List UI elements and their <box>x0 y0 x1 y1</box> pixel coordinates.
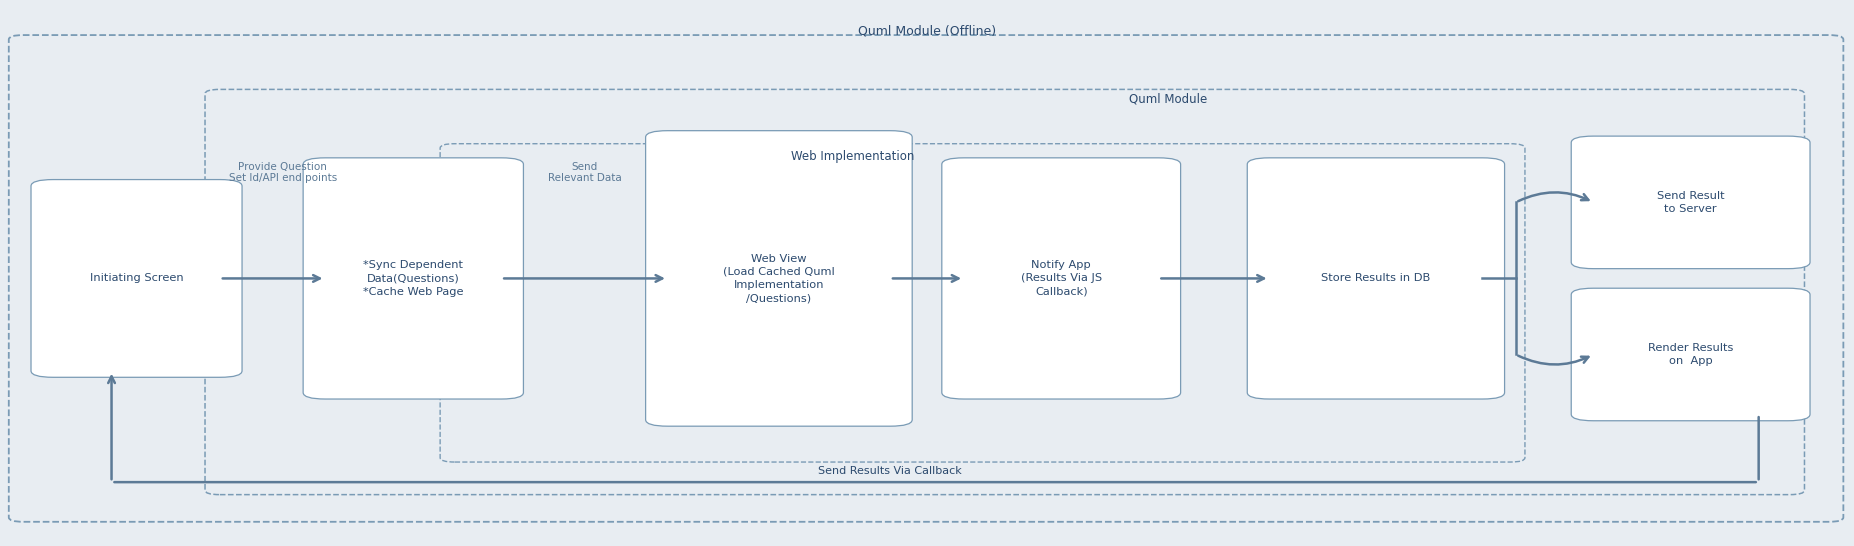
Text: Quml Module (Offline): Quml Module (Offline) <box>858 25 996 38</box>
Text: *Sync Dependent
Data(Questions)
*Cache Web Page: *Sync Dependent Data(Questions) *Cache W… <box>363 260 464 296</box>
Text: Initiating Screen: Initiating Screen <box>89 274 184 283</box>
Text: Send
Relevant Data: Send Relevant Data <box>547 162 621 183</box>
Text: Store Results in DB: Store Results in DB <box>1322 274 1431 283</box>
Text: Render Results
on  App: Render Results on App <box>1648 343 1733 366</box>
FancyBboxPatch shape <box>942 158 1181 399</box>
FancyBboxPatch shape <box>645 130 912 426</box>
FancyBboxPatch shape <box>304 158 523 399</box>
Text: Send Result
to Server: Send Result to Server <box>1657 191 1724 214</box>
Text: Notify App
(Results Via JS
Callback): Notify App (Results Via JS Callback) <box>1022 260 1101 296</box>
Text: Web View
(Load Cached Quml
Implementation
/Questions): Web View (Load Cached Quml Implementatio… <box>723 254 834 303</box>
FancyBboxPatch shape <box>1248 158 1505 399</box>
FancyBboxPatch shape <box>1570 288 1810 421</box>
Text: Provide Question
Set Id/API end points: Provide Question Set Id/API end points <box>228 162 337 183</box>
FancyBboxPatch shape <box>1570 136 1810 269</box>
FancyBboxPatch shape <box>32 180 243 377</box>
Text: Web Implementation: Web Implementation <box>792 150 914 163</box>
Text: Send Results Via Callback: Send Results Via Callback <box>818 466 962 476</box>
Text: Quml Module: Quml Module <box>1129 93 1207 106</box>
